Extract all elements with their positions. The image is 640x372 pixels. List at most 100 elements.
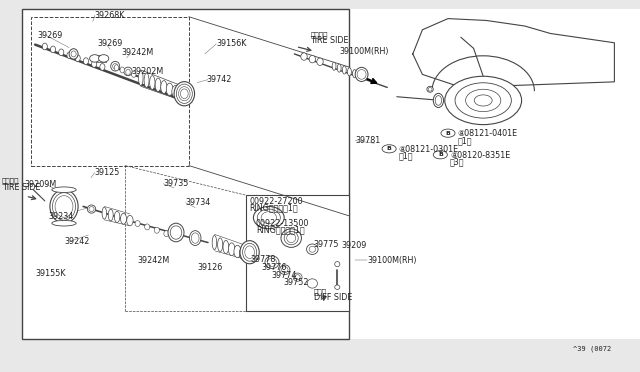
Ellipse shape: [99, 55, 109, 62]
Ellipse shape: [52, 187, 76, 193]
Ellipse shape: [244, 246, 255, 259]
Ellipse shape: [243, 243, 257, 261]
Text: 39100M(RH): 39100M(RH): [367, 256, 417, 265]
Ellipse shape: [75, 55, 80, 61]
Ellipse shape: [474, 95, 492, 106]
Ellipse shape: [42, 43, 47, 50]
Ellipse shape: [108, 209, 113, 221]
Ellipse shape: [132, 71, 136, 77]
Ellipse shape: [127, 215, 133, 226]
Ellipse shape: [189, 231, 201, 246]
Text: 39126: 39126: [197, 263, 222, 272]
Text: 39269: 39269: [98, 39, 124, 48]
Ellipse shape: [295, 275, 300, 280]
Ellipse shape: [59, 49, 64, 56]
Text: 39774: 39774: [271, 271, 297, 280]
Ellipse shape: [335, 285, 340, 289]
Circle shape: [433, 151, 447, 159]
Ellipse shape: [114, 65, 119, 71]
Ellipse shape: [268, 258, 276, 266]
Ellipse shape: [89, 206, 94, 211]
Text: ⑧08121-0401E: ⑧08121-0401E: [458, 129, 518, 138]
Ellipse shape: [135, 221, 140, 227]
Ellipse shape: [52, 220, 76, 226]
Ellipse shape: [115, 211, 120, 222]
Ellipse shape: [52, 193, 76, 220]
Ellipse shape: [240, 241, 259, 264]
Text: （3）: （3）: [450, 158, 465, 167]
Ellipse shape: [280, 265, 290, 275]
Ellipse shape: [92, 61, 97, 67]
Text: ⑧08120-8351E: ⑧08120-8351E: [450, 151, 510, 160]
Ellipse shape: [239, 248, 247, 260]
Text: 39125: 39125: [95, 168, 120, 177]
Ellipse shape: [172, 86, 179, 97]
Ellipse shape: [179, 87, 190, 101]
Ellipse shape: [102, 207, 106, 219]
Ellipse shape: [257, 209, 280, 226]
Ellipse shape: [309, 55, 316, 63]
Ellipse shape: [353, 70, 356, 78]
Ellipse shape: [69, 49, 78, 59]
Text: ⑧08121-0301E: ⑧08121-0301E: [399, 145, 459, 154]
Ellipse shape: [261, 212, 276, 224]
Bar: [31, 17, 189, 166]
Text: 39202M: 39202M: [131, 67, 163, 76]
Ellipse shape: [355, 67, 368, 81]
Ellipse shape: [337, 64, 341, 72]
Text: 39156K: 39156K: [216, 39, 246, 48]
Polygon shape: [413, 19, 614, 89]
Ellipse shape: [50, 190, 78, 223]
Bar: [246, 195, 349, 311]
Ellipse shape: [120, 213, 127, 224]
Ellipse shape: [287, 234, 296, 243]
Text: B: B: [387, 146, 392, 151]
Ellipse shape: [100, 64, 105, 70]
Text: B: B: [438, 152, 443, 157]
Text: 39781: 39781: [356, 136, 381, 145]
Ellipse shape: [433, 93, 444, 108]
Ellipse shape: [161, 81, 167, 93]
Ellipse shape: [111, 61, 120, 71]
Ellipse shape: [113, 64, 118, 69]
Bar: [92, 55, 106, 62]
Text: 39242M: 39242M: [138, 256, 170, 265]
Text: 39269: 39269: [37, 31, 63, 40]
Ellipse shape: [155, 78, 161, 92]
Ellipse shape: [428, 87, 432, 91]
Ellipse shape: [332, 62, 336, 70]
Circle shape: [441, 129, 455, 137]
Ellipse shape: [234, 245, 241, 258]
Text: 39734: 39734: [186, 198, 211, 207]
Text: 39209: 39209: [342, 241, 367, 250]
Ellipse shape: [445, 76, 522, 125]
Text: 39155K: 39155K: [35, 269, 66, 278]
Text: 39742: 39742: [207, 75, 232, 84]
Ellipse shape: [125, 69, 131, 75]
Ellipse shape: [166, 83, 173, 96]
Ellipse shape: [284, 231, 298, 245]
Ellipse shape: [90, 55, 100, 62]
Ellipse shape: [281, 229, 301, 247]
Ellipse shape: [67, 52, 72, 59]
Ellipse shape: [466, 89, 501, 112]
Ellipse shape: [293, 273, 302, 281]
Ellipse shape: [307, 279, 317, 288]
Text: 39242M: 39242M: [122, 48, 154, 57]
Text: 39242: 39242: [64, 237, 90, 246]
Bar: [22, 9, 349, 339]
Ellipse shape: [218, 238, 223, 251]
Ellipse shape: [228, 243, 235, 256]
Ellipse shape: [282, 267, 288, 273]
Text: 39776: 39776: [261, 263, 287, 272]
Ellipse shape: [455, 83, 511, 118]
Text: 39209M: 39209M: [24, 180, 56, 189]
Ellipse shape: [55, 196, 73, 217]
Ellipse shape: [177, 84, 192, 103]
Text: RINGリング（1）: RINGリング（1）: [256, 225, 305, 234]
Text: RINGリング（1）: RINGリング（1）: [250, 204, 298, 213]
Ellipse shape: [120, 67, 125, 73]
Text: 39775: 39775: [314, 240, 339, 249]
Text: 39752: 39752: [284, 278, 309, 287]
Text: DIFF SIDE: DIFF SIDE: [314, 293, 352, 302]
